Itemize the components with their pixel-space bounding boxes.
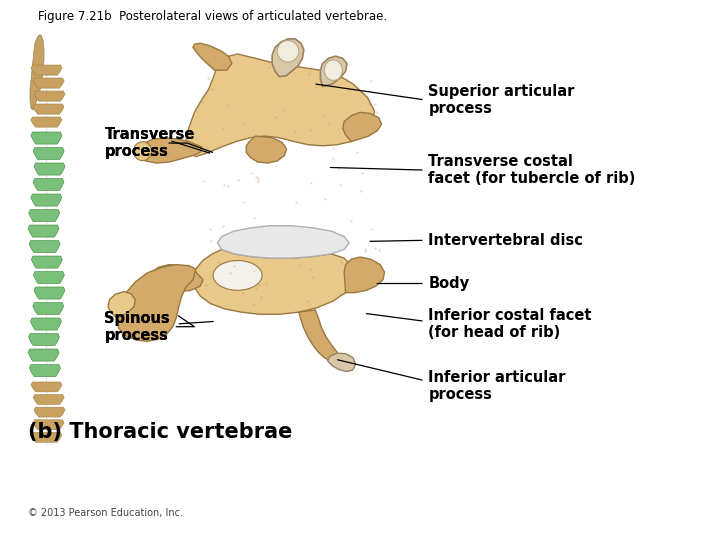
Polygon shape bbox=[33, 395, 64, 404]
Text: Superior articular
process: Superior articular process bbox=[428, 84, 575, 116]
Polygon shape bbox=[320, 56, 347, 86]
Polygon shape bbox=[33, 420, 64, 430]
Polygon shape bbox=[29, 240, 60, 253]
Polygon shape bbox=[344, 257, 384, 293]
Polygon shape bbox=[31, 117, 62, 127]
Polygon shape bbox=[246, 136, 287, 163]
Text: Figure 7.21b  Posterolateral views of articulated vertebrae.: Figure 7.21b Posterolateral views of art… bbox=[38, 10, 387, 23]
Polygon shape bbox=[272, 39, 304, 77]
Text: © 2013 Pearson Education, Inc.: © 2013 Pearson Education, Inc. bbox=[28, 508, 183, 518]
Text: Spinous
process: Spinous process bbox=[104, 310, 170, 343]
Polygon shape bbox=[29, 334, 60, 346]
Polygon shape bbox=[30, 364, 60, 376]
Polygon shape bbox=[31, 194, 62, 206]
Polygon shape bbox=[29, 210, 60, 221]
Text: (b) Thoracic vertebrae: (b) Thoracic vertebrae bbox=[28, 422, 292, 442]
Polygon shape bbox=[117, 265, 196, 341]
Polygon shape bbox=[193, 43, 232, 70]
Polygon shape bbox=[28, 349, 59, 361]
Polygon shape bbox=[33, 78, 64, 88]
Polygon shape bbox=[32, 302, 64, 315]
Text: Inferior articular
process: Inferior articular process bbox=[428, 370, 566, 402]
Polygon shape bbox=[108, 292, 135, 318]
Polygon shape bbox=[299, 310, 338, 362]
Ellipse shape bbox=[324, 60, 343, 80]
Polygon shape bbox=[33, 104, 64, 114]
Polygon shape bbox=[217, 226, 349, 258]
Polygon shape bbox=[30, 35, 44, 110]
Polygon shape bbox=[328, 353, 356, 372]
Polygon shape bbox=[31, 65, 62, 75]
Polygon shape bbox=[32, 256, 63, 268]
Text: Transverse
process: Transverse process bbox=[104, 127, 195, 159]
Polygon shape bbox=[33, 272, 64, 284]
Polygon shape bbox=[137, 138, 202, 163]
Polygon shape bbox=[31, 132, 62, 144]
Polygon shape bbox=[28, 225, 59, 237]
Polygon shape bbox=[34, 287, 65, 299]
Polygon shape bbox=[30, 318, 61, 330]
Text: Inferior costal facet
(for head of rib): Inferior costal facet (for head of rib) bbox=[428, 308, 592, 340]
Polygon shape bbox=[193, 249, 354, 314]
Text: Transverse costal
facet (for tubercle of rib): Transverse costal facet (for tubercle of… bbox=[428, 154, 636, 186]
Polygon shape bbox=[31, 382, 62, 392]
Ellipse shape bbox=[277, 40, 299, 62]
Text: Body: Body bbox=[428, 276, 469, 291]
Polygon shape bbox=[31, 433, 62, 442]
Polygon shape bbox=[34, 163, 65, 175]
Text: Spinous
process: Spinous process bbox=[104, 310, 170, 343]
Ellipse shape bbox=[134, 141, 152, 160]
Ellipse shape bbox=[213, 260, 262, 290]
Polygon shape bbox=[33, 147, 64, 160]
Polygon shape bbox=[186, 54, 374, 157]
Polygon shape bbox=[343, 112, 382, 141]
Polygon shape bbox=[33, 179, 64, 191]
Text: Intervertebral disc: Intervertebral disc bbox=[428, 233, 583, 248]
Polygon shape bbox=[34, 91, 65, 101]
Text: Transverse
process: Transverse process bbox=[104, 127, 195, 159]
Polygon shape bbox=[34, 407, 65, 417]
Polygon shape bbox=[151, 265, 203, 292]
